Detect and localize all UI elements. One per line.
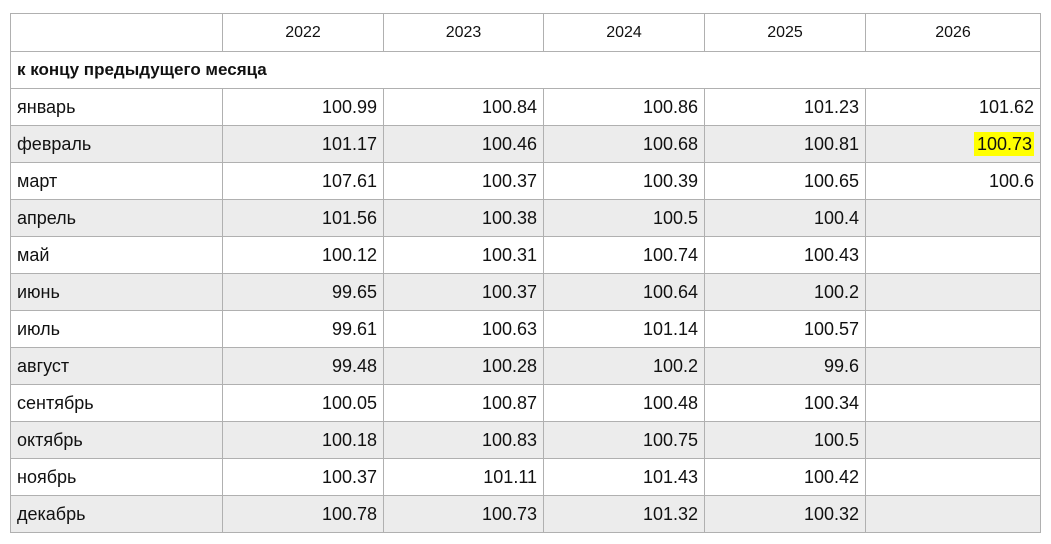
value-cell: 101.43 — [543, 458, 705, 496]
value-cell: 100.42 — [704, 458, 866, 496]
value-cell — [865, 384, 1041, 422]
header-row: 2022 2023 2024 2025 2026 — [10, 13, 1041, 52]
value-cell: 100.4 — [704, 199, 866, 237]
value-cell: 100.65 — [704, 162, 866, 200]
value-cell: 100.75 — [543, 421, 705, 459]
value-cell: 100.78 — [222, 495, 384, 533]
value-cell: 100.39 — [543, 162, 705, 200]
value-cell: 100.5 — [543, 199, 705, 237]
value-cell: 101.56 — [222, 199, 384, 237]
value-cell: 100.46 — [383, 125, 544, 163]
data-row: декабрь 100.78 100.73 101.32 100.32 — [10, 495, 1041, 533]
value-cell — [865, 199, 1041, 237]
data-row: сентябрь 100.05 100.87 100.48 100.34 — [10, 384, 1041, 422]
value-cell: 100.37 — [383, 273, 544, 311]
value-cell: 100.99 — [222, 88, 384, 126]
value-cell: 100.87 — [383, 384, 544, 422]
value-cell — [865, 310, 1041, 348]
value-cell: 100.18 — [222, 421, 384, 459]
value-cell: 100.38 — [383, 199, 544, 237]
value-cell: 100.37 — [222, 458, 384, 496]
row-label: сентябрь — [10, 384, 223, 422]
row-label: февраль — [10, 125, 223, 163]
row-label: апрель — [10, 199, 223, 237]
row-label: июнь — [10, 273, 223, 311]
value-cell: 101.32 — [543, 495, 705, 533]
value-cell: 100.86 — [543, 88, 705, 126]
value-cell: 107.61 — [222, 162, 384, 200]
value-cell: 101.17 — [222, 125, 384, 163]
corner-cell — [10, 13, 223, 52]
value-cell: 100.37 — [383, 162, 544, 200]
data-row: март 107.61 100.37 100.39 100.65 100.6 — [10, 162, 1041, 200]
value-cell: 100.84 — [383, 88, 544, 126]
value-cell: 100.74 — [543, 236, 705, 274]
value-cell: 100.68 — [543, 125, 705, 163]
value-cell: 100.48 — [543, 384, 705, 422]
value-cell: 100.81 — [704, 125, 866, 163]
data-table: 2022 2023 2024 2025 2026 к концу предыдущего… — [10, 13, 1041, 533]
value-cell: 100.5 — [704, 421, 866, 459]
value-cell — [865, 458, 1041, 496]
value-cell: 100.28 — [383, 347, 544, 385]
value-cell: 100.73 — [383, 495, 544, 533]
data-row: январь 100.99 100.84 100.86 101.23 101.62 — [10, 88, 1041, 126]
data-row: август 99.48 100.28 100.2 99.6 — [10, 347, 1041, 385]
value-cell: 100.34 — [704, 384, 866, 422]
value-cell: 100.83 — [383, 421, 544, 459]
value-cell: 101.23 — [704, 88, 866, 126]
highlighted-value: 100.73 — [973, 131, 1034, 156]
data-row: апрель 101.56 100.38 100.5 100.4 — [10, 199, 1041, 237]
value-cell: 100.6 — [865, 162, 1041, 200]
value-cell: 100.63 — [383, 310, 544, 348]
value-cell: 100.32 — [704, 495, 866, 533]
column-header: 2025 — [704, 13, 866, 52]
value-cell: 101.11 — [383, 458, 544, 496]
value-cell: 100.2 — [543, 347, 705, 385]
value-cell: 101.62 — [865, 88, 1041, 126]
value-cell: 100.73 — [865, 125, 1041, 163]
data-row: октябрь 100.18 100.83 100.75 100.5 — [10, 421, 1041, 459]
data-row: июнь 99.65 100.37 100.64 100.2 — [10, 273, 1041, 311]
row-label: октябрь — [10, 421, 223, 459]
value-cell — [865, 421, 1041, 459]
value-cell: 99.6 — [704, 347, 866, 385]
column-header: 2026 — [865, 13, 1041, 52]
section-row: к концу предыдущего месяца — [10, 51, 1041, 89]
value-cell: 100.43 — [704, 236, 866, 274]
value-cell: 99.61 — [222, 310, 384, 348]
column-header: 2024 — [543, 13, 705, 52]
data-row: июль 99.61 100.63 101.14 100.57 — [10, 310, 1041, 348]
row-label: декабрь — [10, 495, 223, 533]
table-body: к концу предыдущего месяца январь 100.99 10… — [10, 51, 1041, 533]
value-cell — [865, 495, 1041, 533]
value-cell — [865, 273, 1041, 311]
column-header: 2023 — [383, 13, 544, 52]
data-row: май 100.12 100.31 100.74 100.43 — [10, 236, 1041, 274]
value-cell: 100.64 — [543, 273, 705, 311]
section-title: к концу предыдущего месяца — [10, 51, 1041, 89]
row-label: март — [10, 162, 223, 200]
value-cell — [865, 236, 1041, 274]
value-cell: 101.14 — [543, 310, 705, 348]
value-cell: 100.57 — [704, 310, 866, 348]
row-label: август — [10, 347, 223, 385]
value-cell: 100.31 — [383, 236, 544, 274]
value-cell: 99.65 — [222, 273, 384, 311]
data-row: февраль 101.17 100.46 100.68 100.81 100.73 — [10, 125, 1041, 163]
value-cell: 100.12 — [222, 236, 384, 274]
row-label: май — [10, 236, 223, 274]
row-label: июль — [10, 310, 223, 348]
data-row: ноябрь 100.37 101.11 101.43 100.42 — [10, 458, 1041, 496]
value-cell: 99.48 — [222, 347, 384, 385]
value-cell — [865, 347, 1041, 385]
column-header: 2022 — [222, 13, 384, 52]
value-cell: 100.2 — [704, 273, 866, 311]
row-label: ноябрь — [10, 458, 223, 496]
row-label: январь — [10, 88, 223, 126]
value-cell: 100.05 — [222, 384, 384, 422]
